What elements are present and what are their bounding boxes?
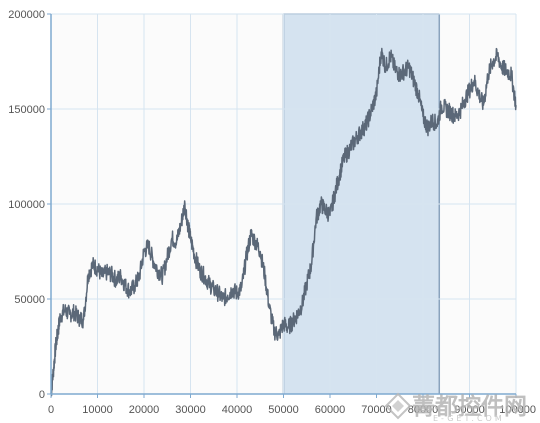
x-tick-labels: 0 10000 20000 30000 40000 50000 60000 70000 8000… [48,404,536,416]
y-tick-label: 200000 [8,9,45,21]
x-tick-label: 60000 [315,404,346,416]
x-tick-label: 20000 [129,404,160,416]
axis-layer [47,13,517,398]
x-tick-label: 80000 [408,404,439,416]
series-layer [50,47,517,397]
watermark-logo-icon [384,392,412,420]
y-tick-label: 50000 [14,294,45,306]
x-tick-label: 10000 [82,404,113,416]
y-tick-label: 0 [39,389,45,401]
watermark: 菁都控件网 E-GET.COM [384,392,527,423]
series-line-0 [50,47,517,397]
watermark-text-en: E-GET.COM [433,414,505,423]
y-tick-label: 150000 [8,104,45,116]
y-tick-label: 100000 [8,199,45,211]
x-tick-label: 30000 [175,404,206,416]
x-tick-label: 40000 [222,404,253,416]
x-tick-label: 100000 [499,404,536,416]
y-tick-labels: 0 50000 100000 150000 200000 [8,9,45,401]
x-tick-label: 0 [48,404,54,416]
x-tick-label: 70000 [361,404,392,416]
watermark-text-cn: 菁都控件网 [412,393,527,420]
x-tick-label: 90000 [454,404,485,416]
x-tick-label: 50000 [268,404,299,416]
